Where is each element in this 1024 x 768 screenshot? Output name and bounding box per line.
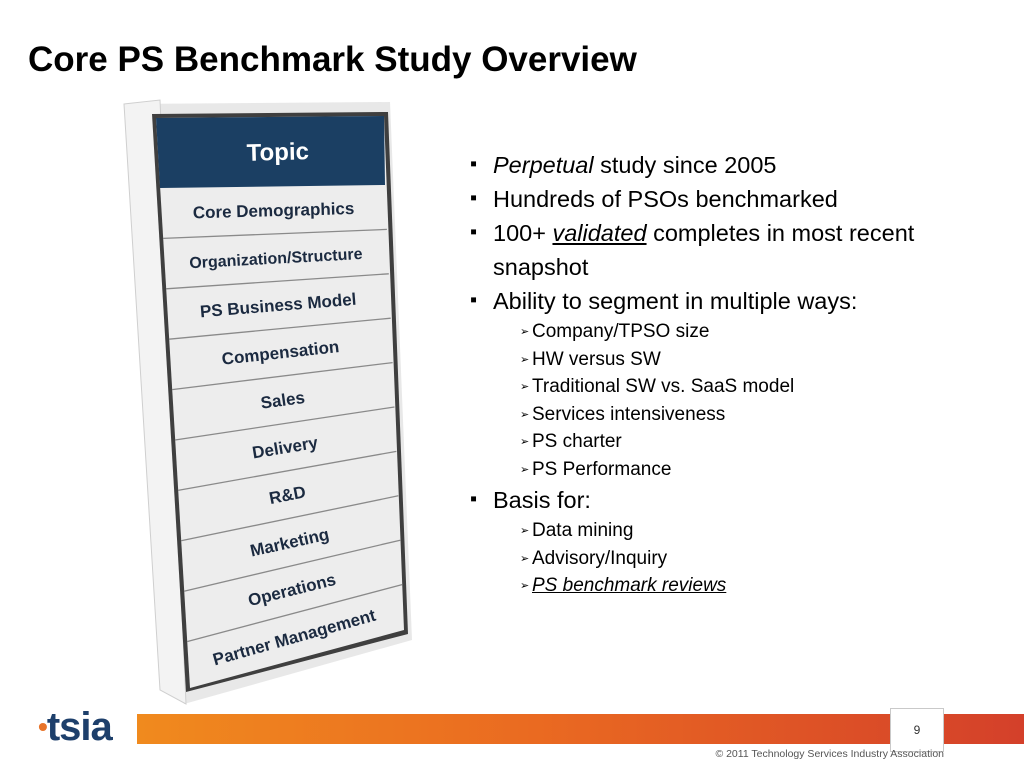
- topic-row-label: Core Demographics: [193, 199, 355, 222]
- logo-text: tsia: [46, 705, 113, 749]
- bullet-text: study since 2005: [593, 152, 777, 178]
- page-number: 9: [890, 708, 944, 752]
- sub-bullet: Services intensiveness: [470, 401, 990, 428]
- basis-sublist: Data miningAdvisory/Inquiry: [470, 517, 990, 573]
- topic-table: Core DemographicsOrganization/StructureP…: [123, 99, 412, 705]
- row-divider: [162, 228, 387, 240]
- bullet-emphasis: validated: [552, 220, 647, 246]
- row-divider: [180, 495, 399, 542]
- sub-bullet: Advisory/Inquiry: [470, 545, 990, 572]
- sub-bullet: Company/TPSO size: [470, 318, 990, 346]
- row-divider: [165, 273, 389, 290]
- row-divider: [177, 450, 397, 492]
- row-divider: [186, 583, 403, 643]
- sub-bullet: Data mining: [470, 517, 990, 545]
- bullet-text: completes in most recent snapshot: [493, 220, 915, 280]
- row-divider: [171, 361, 393, 391]
- page-title: Core PS Benchmark Study Overview: [28, 40, 637, 79]
- bullet-perpetual: Perpetual study since 2005: [470, 147, 990, 182]
- bullet-list: Perpetual study since 2005 Hundreds of P…: [470, 147, 990, 600]
- bullet-basis: Basis for:: [470, 482, 990, 517]
- tsia-logo: •tsia: [38, 703, 113, 751]
- sub-bullet: Traditional SW vs. SaaS model: [470, 373, 990, 401]
- bullet-emphasis: Perpetual: [493, 152, 594, 178]
- sub-bullet: PS Performance: [470, 456, 990, 483]
- bullet-segment: Ability to segment in multiple ways:: [470, 283, 990, 318]
- benchmark-reviews-link[interactable]: PS benchmark reviews: [532, 575, 727, 596]
- logo-dot-icon: •: [38, 711, 48, 742]
- copyright: © 2011 Technology Services Industry Asso…: [715, 748, 944, 760]
- bullet-hundreds: Hundreds of PSOs benchmarked: [470, 181, 990, 216]
- sub-bullet: PS charter: [470, 428, 990, 456]
- sub-bullet: HW versus SW: [470, 346, 990, 373]
- bullet-text: 100+: [493, 220, 553, 246]
- row-divider: [168, 317, 391, 340]
- bullet-validated: 100+ validated completes in most recent …: [470, 215, 990, 284]
- topic-header: Topic: [246, 138, 309, 167]
- segment-sublist: Company/TPSO sizeHW versus SWTraditional…: [470, 318, 990, 484]
- footer-bar: [137, 714, 1024, 744]
- row-divider: [174, 406, 395, 441]
- row-divider: [183, 539, 401, 592]
- sub-bullet-link[interactable]: PS benchmark reviews: [470, 572, 990, 600]
